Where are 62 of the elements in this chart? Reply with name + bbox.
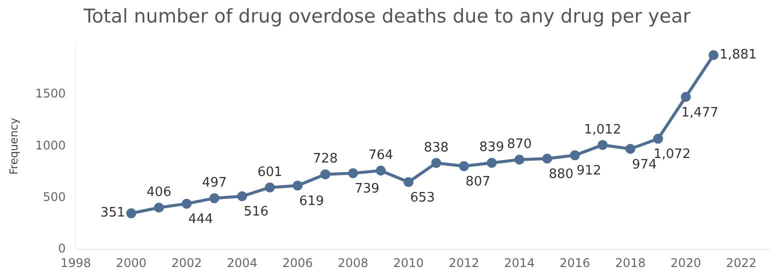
y-tick-label: 0 xyxy=(58,242,66,256)
data-label: 912 xyxy=(576,164,602,179)
point xyxy=(126,208,136,218)
x-tick-label: 2012 xyxy=(448,256,480,270)
y-tick-label: 500 xyxy=(42,190,66,204)
point xyxy=(292,180,303,191)
data-label: 619 xyxy=(299,194,324,209)
point xyxy=(653,134,664,144)
data-label: 838 xyxy=(424,140,449,156)
data-label: 839 xyxy=(479,140,504,156)
data-label: 653 xyxy=(410,190,435,206)
point xyxy=(376,166,386,176)
point xyxy=(486,158,497,168)
point xyxy=(680,92,691,102)
x-tick-label: 1998 xyxy=(60,256,92,270)
data-label: 807 xyxy=(466,174,490,190)
x-tick-label: 2014 xyxy=(504,256,535,270)
point xyxy=(182,198,192,209)
point xyxy=(237,191,248,202)
point xyxy=(404,177,414,188)
data-label: 601 xyxy=(257,164,282,180)
x-tick-label: 2004 xyxy=(226,256,258,270)
x-tick-label: 2016 xyxy=(560,256,590,270)
x-tick-label: 2010 xyxy=(393,256,424,270)
chart-title: Total number of drug overdose deaths due to any drug per year xyxy=(82,5,691,28)
data-label: 444 xyxy=(188,212,214,228)
point xyxy=(431,158,442,168)
y-tick-label: 1500 xyxy=(35,86,66,101)
point xyxy=(542,154,552,164)
data-label: 516 xyxy=(244,204,269,220)
data-label: 1,012 xyxy=(584,122,622,138)
point xyxy=(348,168,358,178)
data-label: 1,477 xyxy=(681,105,718,120)
data-label: 1,881 xyxy=(720,47,757,62)
x-tick-label: 2022 xyxy=(726,256,757,270)
data-label: 974 xyxy=(632,157,657,172)
x-tick-label: 2002 xyxy=(171,256,202,270)
x-tick-label: 2020 xyxy=(670,256,702,270)
x-tick-label: 2008 xyxy=(338,256,368,270)
data-label: 351 xyxy=(100,206,126,221)
data-label: 880 xyxy=(548,166,574,182)
y-tick-label: 1000 xyxy=(35,138,66,152)
point xyxy=(154,202,164,213)
data-label: 739 xyxy=(354,182,380,197)
y-axis-title: Frequency xyxy=(7,117,20,175)
x-tick-label: 2018 xyxy=(615,256,646,270)
data-label: 728 xyxy=(312,152,338,167)
point xyxy=(598,140,608,150)
data-label: 497 xyxy=(202,176,227,191)
data-label: 406 xyxy=(146,184,172,200)
data-label: 870 xyxy=(507,137,532,152)
point xyxy=(514,154,524,165)
point xyxy=(320,169,330,180)
point xyxy=(708,50,719,60)
point xyxy=(458,161,469,172)
x-tick-label: 2006 xyxy=(282,256,313,270)
point xyxy=(570,150,580,160)
point xyxy=(264,182,275,192)
point xyxy=(209,193,220,204)
x-tick-label: 2000 xyxy=(116,256,146,270)
data-label: 764 xyxy=(368,148,394,163)
point xyxy=(625,144,636,154)
